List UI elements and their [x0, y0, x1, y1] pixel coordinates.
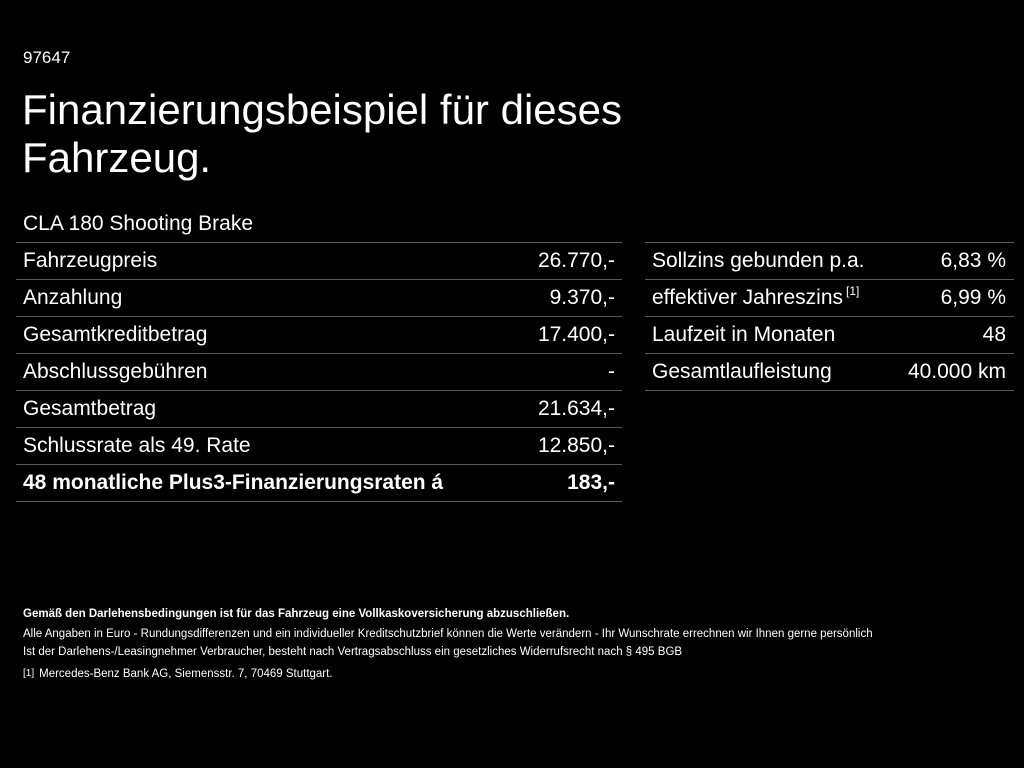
row-value: 17.400,-	[522, 316, 622, 354]
row-label: Gesamtbetrag	[16, 390, 523, 428]
row-value: 21.634,-	[522, 390, 622, 428]
table-row: Laufzeit in Monaten 48	[645, 316, 1014, 354]
footnotes: Gemäß den Darlehensbedingungen ist für d…	[23, 605, 1003, 683]
table-row: Sollzins gebunden p.a. 6,83 %	[645, 242, 1014, 280]
financing-table: Fahrzeugpreis 26.770,- Anzahlung 9.370,-…	[16, 242, 622, 502]
table-row: effektiver Jahreszins [1] 6,99 %	[645, 279, 1014, 317]
row-value: 48	[893, 316, 1014, 354]
table-row: Gesamtbetrag 21.634,-	[16, 390, 622, 428]
table-row: Fahrzeugpreis 26.770,-	[16, 242, 622, 280]
row-value: 9.370,-	[522, 279, 622, 317]
row-label: Fahrzeugpreis	[16, 242, 523, 280]
row-value: 40.000 km	[893, 353, 1014, 391]
vehicle-code: 97647	[23, 48, 71, 67]
row-label-cell: effektiver Jahreszins [1]	[645, 279, 894, 317]
row-value: 26.770,-	[522, 242, 622, 280]
table-row: Abschlussgebühren -	[16, 353, 622, 391]
withdrawal-note: Ist der Darlehens-/Leasingnehmer Verbrau…	[23, 646, 683, 658]
page-title: Finanzierungsbeispiel für dieses Fahrzeu…	[22, 86, 622, 181]
row-label: Gesamtlaufleistung	[645, 353, 894, 391]
table-row: Schlussrate als 49. Rate 12.850,-	[16, 427, 622, 465]
footnote-text: Mercedes-Benz Bank AG, Siemensstr. 7, 70…	[39, 668, 333, 680]
row-value: 183,-	[522, 464, 622, 502]
model-name: CLA 180 Shooting Brake	[23, 212, 253, 235]
insurance-note: Gemäß den Darlehensbedingungen ist für d…	[23, 608, 570, 620]
row-value: -	[522, 353, 622, 391]
row-label: Sollzins gebunden p.a.	[645, 242, 894, 280]
footnote-1: [1] Mercedes-Benz Bank AG, Siemensstr. 7,…	[23, 665, 1003, 683]
table-row: Anzahlung 9.370,-	[16, 279, 622, 317]
row-label: 48 monatliche Plus3-Finanzierungsraten á	[16, 464, 523, 502]
row-label: Abschlussgebühren	[16, 353, 523, 391]
row-value: 6,83 %	[893, 242, 1014, 280]
row-label: Schlussrate als 49. Rate	[16, 427, 523, 465]
row-label: Gesamtkreditbetrag	[16, 316, 523, 354]
row-label: Anzahlung	[16, 279, 523, 317]
row-label: effektiver Jahreszins	[652, 286, 844, 309]
row-value: 12.850,-	[522, 427, 622, 465]
interest-table: Sollzins gebunden p.a. 6,83 % effektiver…	[645, 242, 1014, 391]
monthly-rate-row: 48 monatliche Plus3-Finanzierungsraten á…	[16, 464, 622, 502]
row-label: Laufzeit in Monaten	[645, 316, 894, 354]
row-value: 6,99 %	[893, 279, 1014, 317]
footnote-ref: [1]	[846, 284, 860, 298]
table-row: Gesamtkreditbetrag 17.400,-	[16, 316, 622, 354]
footnote-mark: [1]	[23, 668, 35, 679]
rounding-note: Alle Angaben in Euro - Rundungsdifferenz…	[23, 628, 873, 640]
table-row: Gesamtlaufleistung 40.000 km	[645, 353, 1014, 391]
